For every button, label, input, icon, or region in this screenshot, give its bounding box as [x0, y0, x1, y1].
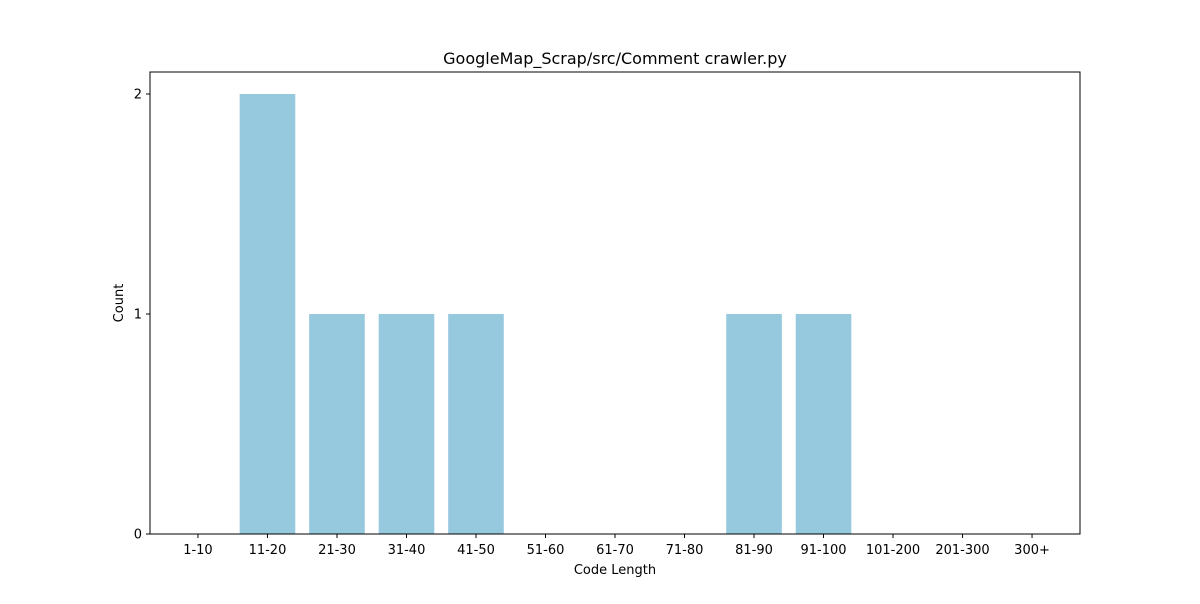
x-tick-label: 31-40: [388, 543, 426, 558]
x-tick-label: 101-200: [866, 543, 920, 558]
y-tick-label: 1: [134, 308, 142, 323]
y-axis: 0 1 2: [134, 88, 150, 543]
bar-21-30: [309, 314, 365, 534]
x-tick-label: 81-90: [735, 543, 773, 558]
bar-31-40: [378, 314, 435, 534]
x-tick-label: 61-70: [596, 543, 634, 558]
y-axis-label: Count: [112, 284, 127, 323]
x-axis: 1-10 11-20 21-30 31-40 41-50 51-60 61-70 71-80 8…: [183, 534, 1050, 558]
x-tick-label: 300+: [1014, 543, 1050, 558]
bar-11-20: [239, 94, 296, 534]
x-tick-label: 71-80: [666, 543, 704, 558]
bar-91-100: [795, 314, 852, 534]
bar-41-50: [448, 314, 504, 534]
x-tick-label: 201-300: [935, 543, 989, 558]
x-tick-label: 11-20: [249, 543, 287, 558]
x-tick-label: 21-30: [318, 543, 356, 558]
x-axis-label: Code Length: [574, 563, 656, 578]
x-tick-label: 41-50: [457, 543, 495, 558]
y-tick-label: 2: [134, 88, 142, 103]
bars-layer: [239, 94, 852, 534]
x-tick-label: 51-60: [527, 543, 565, 558]
x-tick-label: 91-100: [800, 543, 846, 558]
x-tick-label: 1-10: [183, 543, 213, 558]
chart-title: GoogleMap_Scrap/src/Comment crawler.py: [443, 49, 787, 69]
y-tick-label: 0: [134, 528, 142, 543]
bar-81-90: [726, 314, 782, 534]
